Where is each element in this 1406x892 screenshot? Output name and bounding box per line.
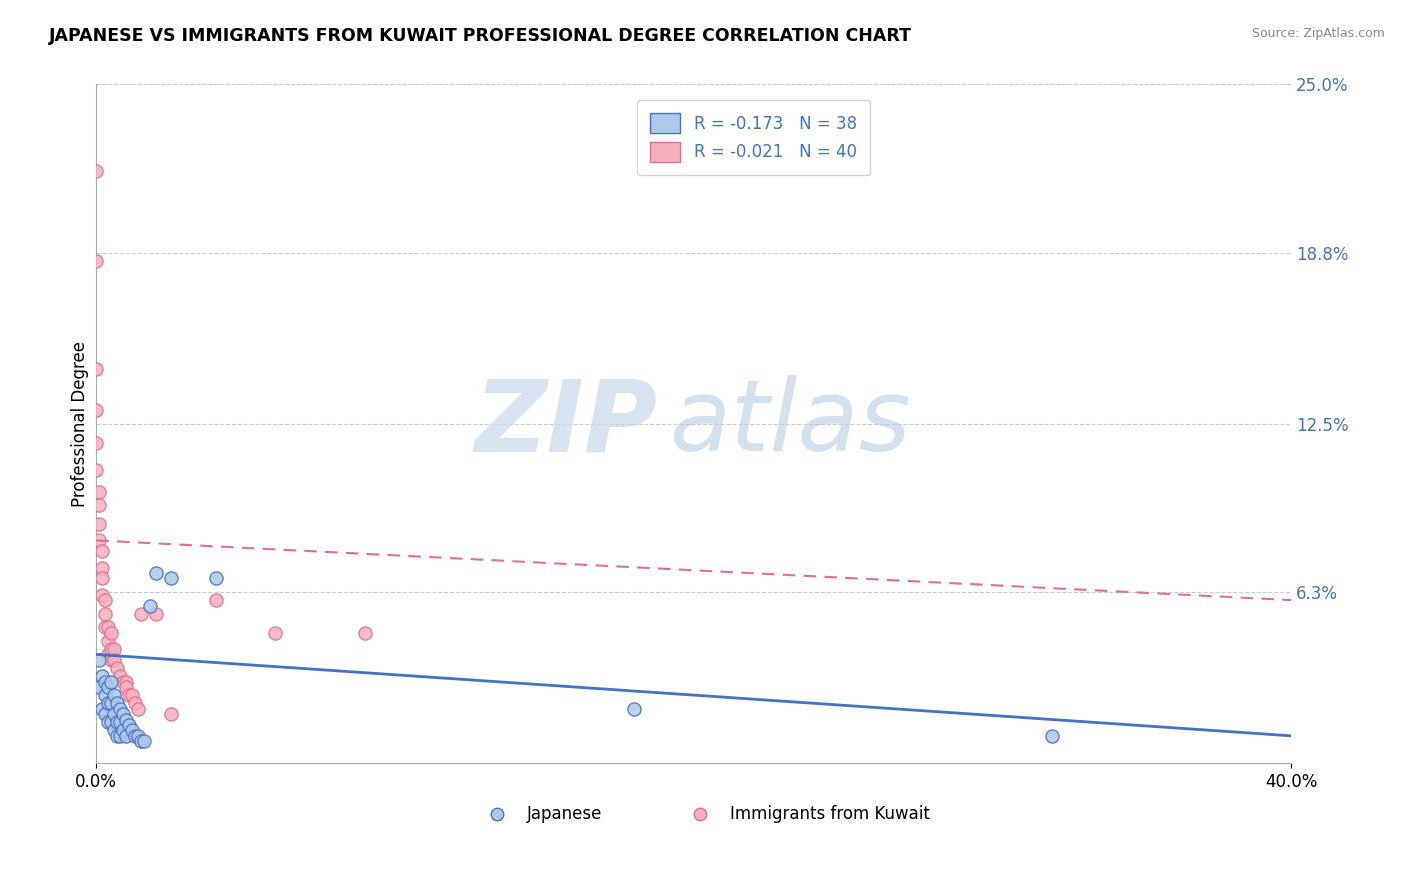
Point [97, 620, 120, 634]
Point [121, 688, 143, 702]
Point [100, 653, 122, 667]
Point [89, 533, 111, 548]
Point [115, 680, 138, 694]
Point [94, 688, 117, 702]
Text: Japanese: Japanese [526, 805, 602, 822]
Point [100, 642, 122, 657]
Point [100, 625, 122, 640]
Point [108, 669, 131, 683]
Point [91, 560, 114, 574]
Point [108, 701, 131, 715]
Point [91, 588, 114, 602]
Point [108, 729, 131, 743]
Point [121, 723, 143, 738]
Point [94, 620, 117, 634]
Point [94, 707, 117, 722]
Point [124, 729, 146, 743]
Point [89, 653, 111, 667]
Point [105, 715, 128, 730]
Point [112, 707, 135, 722]
Point [145, 566, 167, 580]
Point [118, 688, 141, 702]
Point [105, 729, 128, 743]
Point [84, 463, 107, 477]
Point [84, 435, 107, 450]
Text: Immigrants from Kuwait: Immigrants from Kuwait [730, 805, 929, 822]
Text: ZIP: ZIP [475, 376, 658, 472]
Point [129, 607, 152, 621]
Point [1040, 729, 1063, 743]
Point [204, 593, 226, 607]
Point [112, 723, 135, 738]
Point [124, 696, 146, 710]
Point [623, 701, 645, 715]
Point [91, 669, 114, 683]
Point [97, 696, 120, 710]
Point [103, 707, 125, 722]
Point [97, 648, 120, 662]
Point [100, 715, 122, 730]
Point [103, 723, 125, 738]
Point [91, 544, 114, 558]
Point [118, 718, 141, 732]
Point [115, 674, 138, 689]
Point [89, 484, 111, 499]
Point [204, 571, 226, 585]
Point [105, 696, 128, 710]
Point [91, 701, 114, 715]
Point [89, 517, 111, 532]
Point [94, 593, 117, 607]
Point [160, 571, 183, 585]
Point [108, 715, 131, 730]
Point [103, 642, 125, 657]
Point [84, 164, 107, 178]
Point [94, 607, 117, 621]
Point [91, 571, 114, 585]
Text: atlas: atlas [669, 376, 911, 472]
Point [127, 701, 149, 715]
Point [354, 625, 377, 640]
Point [103, 653, 125, 667]
Point [94, 674, 117, 689]
Point [129, 734, 152, 748]
Point [89, 498, 111, 512]
Point [100, 674, 122, 689]
Point [97, 715, 120, 730]
Point [112, 674, 135, 689]
Text: Source: ZipAtlas.com: Source: ZipAtlas.com [1251, 27, 1385, 40]
Point [145, 607, 167, 621]
Legend: R = -0.173   N = 38, R = -0.021   N = 40: R = -0.173 N = 38, R = -0.021 N = 40 [637, 100, 870, 175]
Point [139, 599, 162, 613]
Point [115, 713, 138, 727]
Point [89, 680, 111, 694]
Point [84, 403, 107, 417]
Text: JAPANESE VS IMMIGRANTS FROM KUWAIT PROFESSIONAL DEGREE CORRELATION CHART: JAPANESE VS IMMIGRANTS FROM KUWAIT PROFE… [49, 27, 912, 45]
Point [115, 729, 138, 743]
Point [84, 362, 107, 376]
Point [100, 696, 122, 710]
Point [105, 661, 128, 675]
Point [132, 734, 155, 748]
Y-axis label: Professional Degree: Professional Degree [72, 341, 89, 507]
Point [127, 729, 149, 743]
Point [264, 625, 287, 640]
Point [97, 633, 120, 648]
Point [97, 680, 120, 694]
Point [160, 707, 183, 722]
Point [103, 688, 125, 702]
Point [84, 253, 107, 268]
